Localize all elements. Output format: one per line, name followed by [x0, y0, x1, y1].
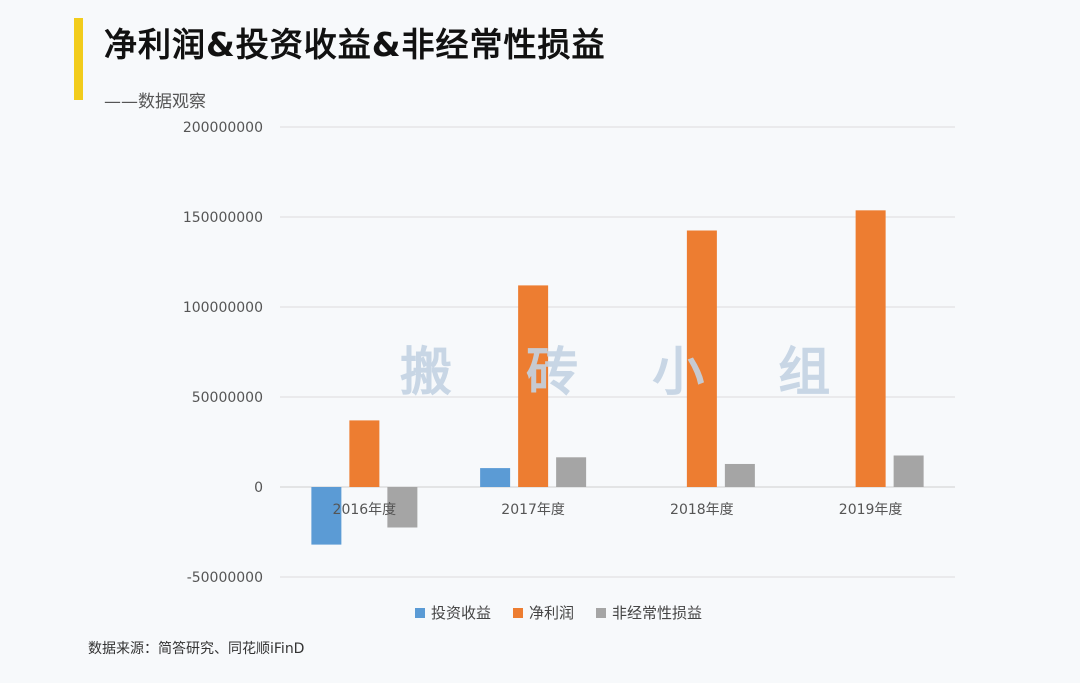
watermark: 搬 砖 小 组 [400, 343, 859, 403]
legend-swatch [513, 608, 523, 618]
page-title: 净利润&投资收益&非经常性损益 [104, 25, 606, 64]
y-tick-label: 150000000 [183, 210, 263, 226]
bar [686, 230, 717, 487]
y-tick-label: -50000000 [187, 570, 263, 586]
source-note: 数据来源：简答研究、同花顺iFinD [88, 641, 305, 657]
legend-label: 投资收益 [431, 604, 491, 622]
x-tick-label: 2018年度 [670, 502, 734, 518]
bar [311, 487, 342, 545]
title-accent-bar [74, 18, 83, 100]
y-tick-label: 100000000 [183, 300, 263, 316]
page-subtitle: ——数据观察 [104, 92, 206, 112]
x-tick-label: 2019年度 [839, 502, 903, 518]
legend-label: 净利润 [529, 604, 574, 622]
y-tick-label: 200000000 [183, 120, 263, 136]
bar [855, 210, 886, 487]
legend-swatch [596, 608, 606, 618]
x-tick-label: 2016年度 [333, 502, 397, 518]
bar [387, 487, 418, 528]
bar [893, 455, 924, 487]
legend-label: 非经常性损益 [612, 604, 702, 622]
bar [724, 463, 755, 487]
x-tick-label: 2017年度 [501, 502, 565, 518]
legend-swatch [415, 608, 425, 618]
bar [518, 285, 549, 487]
bar [349, 420, 380, 487]
bar [480, 468, 511, 487]
bar [556, 457, 587, 487]
y-tick-label: 50000000 [192, 390, 263, 406]
y-tick-label: 0 [254, 480, 263, 496]
